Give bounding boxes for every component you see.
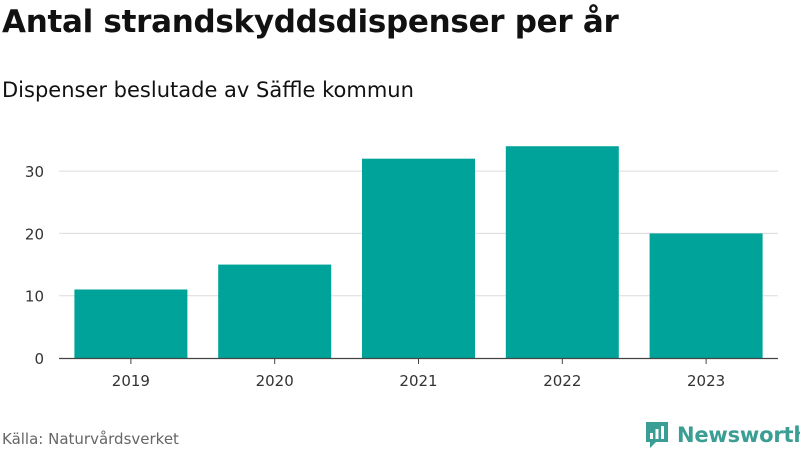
newsworthy-logo-icon	[646, 422, 668, 448]
x-tick-label: 2019	[112, 372, 150, 390]
bar	[218, 264, 332, 358]
y-tick-label: 10	[25, 288, 44, 306]
x-tick-label: 2023	[687, 372, 725, 390]
x-tick-label: 2020	[256, 372, 294, 390]
y-tick-label: 20	[25, 225, 44, 243]
y-tick-label: 0	[34, 350, 44, 368]
y-tick-label: 30	[25, 163, 44, 181]
bar	[649, 233, 763, 358]
brand-name: Newsworthy	[677, 423, 800, 447]
brand-logo: Newsworthy	[644, 419, 800, 451]
x-tick-label: 2021	[399, 372, 437, 390]
chart-subtitle: Dispenser beslutade av Säffle kommun	[2, 78, 414, 102]
bar	[362, 158, 475, 358]
bar	[505, 146, 619, 358]
bar	[74, 289, 188, 358]
source-note: Källa: Naturvårdsverket	[2, 430, 179, 448]
chart-title: Antal strandskyddsdispenser per år	[2, 4, 619, 40]
x-tick-label: 2022	[543, 372, 581, 390]
